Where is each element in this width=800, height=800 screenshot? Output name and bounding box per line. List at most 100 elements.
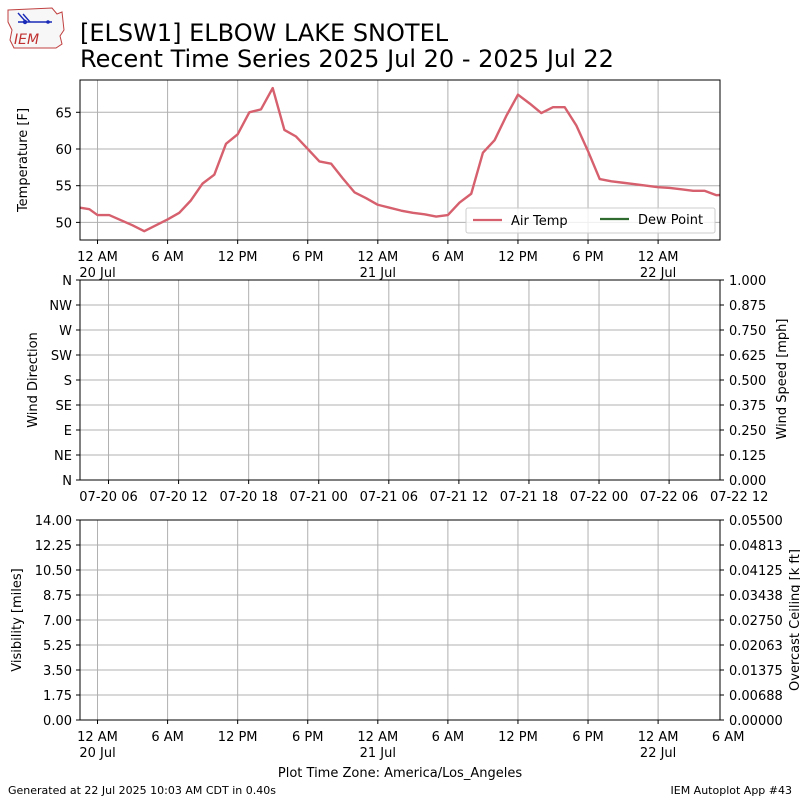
visibility-xtick-label-9: 6 AM xyxy=(712,730,745,745)
wind-ytick-label-2: E xyxy=(64,424,72,439)
overcast-ceiling-axis-label: Overcast Ceiling [k ft] xyxy=(788,549,800,691)
wind-xtick-label-3: 07-21 00 xyxy=(290,490,348,505)
visibility-xtick-label-4: 12 AM xyxy=(357,730,398,745)
temperature-ytick-label-2: 60 xyxy=(55,143,72,158)
temperature-y-axis-label: Temperature [F] xyxy=(16,108,31,213)
visibility-ytick-right-label-8: 0.05500 xyxy=(729,514,783,529)
temperature-xtick-label-5: 6 AM xyxy=(432,250,465,265)
wind-xtick-label-2: 07-20 18 xyxy=(219,490,277,505)
generated-timestamp: Generated at 22 Jul 2025 10:03 AM CDT in… xyxy=(8,784,276,797)
wind-ytick-right-label-0: 0.000 xyxy=(729,474,766,489)
visibility-grid xyxy=(80,519,720,721)
visibility-ytick-right-label-3: 0.02063 xyxy=(729,639,783,654)
iem-logo: IEM xyxy=(7,7,65,49)
visibility-xtick-label-7: 6 PM xyxy=(572,730,603,745)
wind-xtick-label-0: 07-20 06 xyxy=(79,490,137,505)
visibility-ytick-label-0: 0.00 xyxy=(43,714,72,729)
visibility-ytick-right-label-4: 0.02750 xyxy=(729,614,783,629)
temperature-xtick-label-6: 12 PM xyxy=(498,250,538,265)
wind-ytick-label-4: S xyxy=(64,374,72,389)
visibility-ytick-label-5: 8.75 xyxy=(43,589,72,604)
iem-logo-text: IEM xyxy=(14,32,39,48)
visibility-ytick-label-4: 7.00 xyxy=(43,614,72,629)
visibility-panel: 0.00 1.75 3.50 5.25 7.00 8.75 10.50 12.25 14.00 0… xyxy=(10,514,800,761)
wind-ytick-label-8: N xyxy=(62,274,72,289)
wind-ticks: N NE E SE S SW W NW N 0.000 0.125 0.250 0.375 0.500 0.… xyxy=(49,274,768,505)
wind-ytick-right-label-7: 0.875 xyxy=(729,299,766,314)
wind-ytick-right-label-4: 0.500 xyxy=(729,374,766,389)
temperature-xtick-label-0: 12 AM xyxy=(77,250,118,265)
visibility-axis-label: Visibility [miles] xyxy=(10,568,25,671)
visibility-ytick-label-6: 10.50 xyxy=(35,564,72,579)
temperature-xtick-label-1: 6 AM xyxy=(151,250,184,265)
visibility-ytick-right-label-6: 0.04125 xyxy=(729,564,783,579)
wind-ytick-label-6: W xyxy=(59,324,72,339)
wind-xtick-label-6: 07-21 18 xyxy=(500,490,558,505)
visibility-ytick-right-label-1: 0.00688 xyxy=(729,689,783,704)
wind-xtick-label-5: 07-21 12 xyxy=(430,490,488,505)
legend-air-temp-label: Air Temp xyxy=(511,214,568,229)
visibility-ytick-right-label-0: 0.00000 xyxy=(729,714,783,729)
wind-ytick-right-label-5: 0.625 xyxy=(729,349,766,364)
legend-dew-point-label: Dew Point xyxy=(638,213,703,228)
wind-xtick-label-7: 07-22 00 xyxy=(570,490,628,505)
visibility-ytick-label-1: 1.75 xyxy=(43,689,72,704)
visibility-ytick-label-2: 3.50 xyxy=(43,664,72,679)
wind-ytick-label-0: N xyxy=(62,474,72,489)
wind-speed-axis-label: Wind Speed [mph] xyxy=(775,319,790,440)
visibility-xtick-label-6: 12 PM xyxy=(498,730,538,745)
visibility-xtick-date-0: 20 Jul xyxy=(79,746,115,761)
wind-grid xyxy=(80,279,720,481)
temperature-ytick-label-0: 50 xyxy=(55,216,72,231)
visibility-ytick-label-7: 12.25 xyxy=(35,539,72,554)
temperature-xtick-date-8: 22 Jul xyxy=(640,266,676,281)
wind-xtick-label-4: 07-21 06 xyxy=(360,490,418,505)
temperature-plot-frame xyxy=(79,79,721,241)
wind-panel: N NE E SE S SW W NW N 0.000 0.125 0.250 0.375 0.500 0.… xyxy=(26,274,790,505)
visibility-ytick-label-8: 14.00 xyxy=(35,514,72,529)
temperature-xtick-label-8: 12 AM xyxy=(638,250,679,265)
temperature-xtick-label-4: 12 AM xyxy=(357,250,398,265)
visibility-xtick-label-8: 12 AM xyxy=(638,730,679,745)
visibility-xtick-label-3: 6 PM xyxy=(292,730,323,745)
wind-ytick-right-label-3: 0.375 xyxy=(729,399,766,414)
temperature-xtick-date-0: 20 Jul xyxy=(79,266,115,281)
temperature-xtick-label-7: 6 PM xyxy=(572,250,603,265)
wind-ytick-right-label-1: 0.125 xyxy=(729,449,766,464)
visibility-plot-frame xyxy=(79,519,721,721)
visibility-ytick-right-label-2: 0.01375 xyxy=(729,664,783,679)
wind-ytick-label-7: NW xyxy=(49,299,72,314)
series-line-air-temp xyxy=(80,86,720,233)
temperature-xtick-label-3: 6 PM xyxy=(292,250,323,265)
wind-plot-frame xyxy=(79,279,721,481)
visibility-xtick-label-2: 12 PM xyxy=(218,730,258,745)
visibility-xtick-label-1: 6 AM xyxy=(151,730,184,745)
temperature-xtick-date-4: 21 Jul xyxy=(360,266,396,281)
chart-subtitle: Recent Time Series 2025 Jul 20 - 2025 Ju… xyxy=(80,45,614,73)
visibility-xtick-date-4: 21 Jul xyxy=(360,746,396,761)
visibility-xtick-date-8: 22 Jul xyxy=(640,746,676,761)
visibility-xtick-label-0: 12 AM xyxy=(77,730,118,745)
visibility-xtick-label-5: 6 AM xyxy=(432,730,465,745)
wind-ytick-label-5: SW xyxy=(51,349,72,364)
wind-ytick-right-label-8: 1.000 xyxy=(729,274,766,289)
temperature-legend: Air Temp Dew Point xyxy=(465,207,716,234)
wind-ytick-right-label-2: 0.250 xyxy=(729,424,766,439)
wind-ytick-label-1: NE xyxy=(54,449,72,464)
visibility-ytick-right-label-7: 0.04813 xyxy=(729,539,783,554)
wind-ytick-label-3: SE xyxy=(56,399,72,414)
plot-timezone-label: Plot Time Zone: America/Los_Angeles xyxy=(278,766,522,781)
visibility-ticks: 0.00 1.75 3.50 5.25 7.00 8.75 10.50 12.25 14.00 0… xyxy=(35,514,783,761)
chart-title: [ELSW1] ELBOW LAKE SNOTEL xyxy=(80,19,449,47)
temperature-ytick-label-1: 55 xyxy=(55,180,72,195)
autoplot-app-label: IEM Autoplot App #43 xyxy=(671,784,793,797)
wind-direction-axis-label: Wind Direction xyxy=(26,332,41,428)
legend-box xyxy=(465,207,716,234)
wind-ytick-right-label-6: 0.750 xyxy=(729,324,766,339)
temperature-series xyxy=(80,86,720,233)
visibility-ytick-right-label-5: 0.03438 xyxy=(729,589,783,604)
wind-xtick-label-9: 07-22 12 xyxy=(710,490,768,505)
